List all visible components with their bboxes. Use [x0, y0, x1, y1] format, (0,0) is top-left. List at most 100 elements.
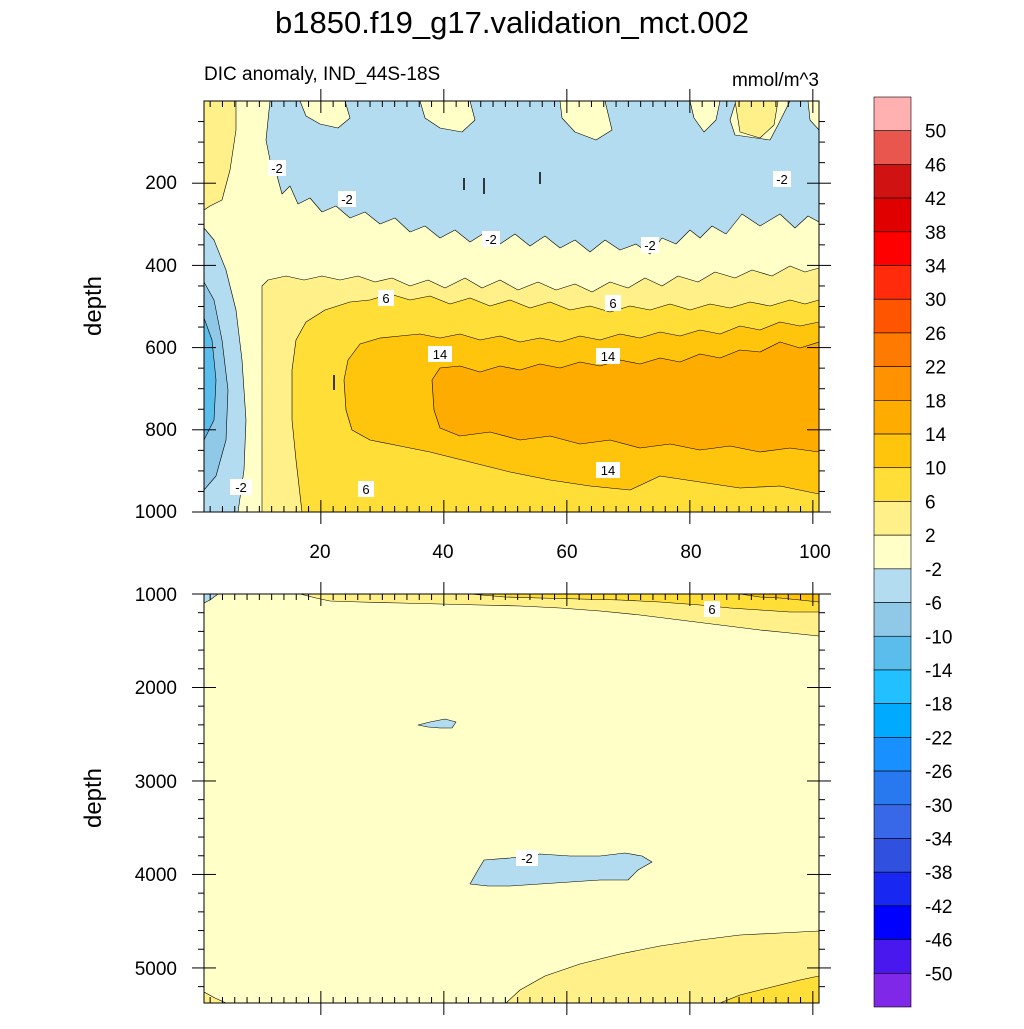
xtick: 20	[309, 542, 330, 563]
contour-label: 6	[609, 296, 616, 311]
contour-label: 14	[433, 347, 447, 362]
contour-label: -2	[485, 232, 497, 247]
upper-ytick: 800	[145, 420, 177, 441]
colorbar-label: -14	[925, 661, 953, 682]
lower-ytick: 3000	[135, 772, 177, 793]
fill-level-10-14	[739, 594, 819, 603]
colorbar-label: 2	[925, 526, 936, 547]
units-label: mmol/m^3	[732, 70, 819, 91]
contour-label: -2	[271, 161, 283, 176]
xtick: 40	[432, 542, 453, 563]
upper-ytick: 600	[145, 338, 177, 359]
fill-island	[734, 101, 779, 139]
contour-label: 14	[601, 463, 615, 478]
colorbar-swatch	[873, 737, 912, 772]
colorbar-label: 30	[925, 290, 946, 311]
colorbar-label: -26	[925, 762, 952, 783]
colorbar-swatch	[873, 703, 912, 738]
contour-label: -2	[235, 480, 247, 495]
lower-plot-frame	[203, 593, 820, 1004]
upper-ylabel: depth	[80, 276, 107, 336]
fill-island	[417, 718, 457, 729]
colorbar-label: -18	[925, 695, 952, 716]
colorbar-swatch	[873, 905, 912, 940]
fill-island	[559, 101, 613, 141]
lower-contour-labels: 6 -2	[516, 601, 720, 866]
xtick: 100	[799, 542, 831, 563]
colorbar-label: 34	[925, 257, 947, 278]
colorbar-swatch	[873, 602, 912, 637]
colorbar-swatch	[873, 265, 912, 300]
colorbar-label: -6	[925, 594, 942, 615]
colorbar-swatch	[873, 838, 912, 873]
fill-level-neg6-neg2	[469, 852, 653, 887]
fill-level-neg2-2	[204, 594, 819, 1003]
colorbar-label: 46	[925, 155, 946, 176]
colorbar-label: 26	[925, 324, 946, 345]
colorbar-swatch	[873, 568, 912, 603]
lower-panel: depth 1000 2000 3000 4000 5000 6 -2	[80, 582, 831, 1015]
colorbar-label: 50	[925, 122, 946, 143]
colorbar-swatch	[873, 770, 912, 806]
colorbar-label: -42	[925, 897, 952, 918]
fill-island	[689, 101, 721, 133]
chart-subtitle: DIC anomaly, IND_44S-18S	[204, 64, 440, 85]
upper-ytick: 1000	[135, 502, 177, 523]
fill-level-neg6-neg2	[265, 101, 819, 255]
lower-ylabel: depth	[80, 768, 107, 828]
colorbar-label: -22	[925, 728, 952, 749]
colorbar-label: -50	[925, 964, 952, 985]
colorbar-swatch	[873, 871, 912, 907]
colorbar-swatch	[873, 231, 912, 266]
colorbar-label: -34	[925, 829, 953, 850]
colorbar-label: 18	[925, 391, 946, 412]
upper-ytick: 400	[145, 256, 177, 277]
colorbar-label: 22	[925, 358, 946, 379]
xtick: 80	[680, 542, 701, 563]
chart-title: b1850.f19_g17.validation_mct.002	[275, 5, 749, 40]
colorbar-label: -10	[925, 627, 952, 648]
contour-label: 14	[601, 349, 615, 364]
colorbar-label: 6	[925, 492, 936, 513]
colorbar-label: -38	[925, 863, 952, 884]
colorbar-swatch	[873, 669, 912, 704]
fill-island	[299, 101, 351, 129]
colorbar-label: 38	[925, 223, 946, 244]
lower-ytick: 1000	[135, 585, 177, 606]
colorbar-swatch	[873, 467, 912, 502]
fill-level-6-10	[469, 594, 819, 613]
colorbar-label: -30	[925, 796, 952, 817]
colorbar-swatch	[873, 804, 912, 839]
colorbar-swatch	[873, 972, 912, 1008]
fill-level-2-6	[299, 594, 819, 637]
colorbar-swatch	[873, 298, 912, 334]
lower-ytick: 4000	[135, 865, 177, 886]
lower-ytick: 2000	[135, 678, 177, 699]
contour-label: -2	[341, 192, 353, 207]
upper-ytick: 200	[145, 173, 177, 194]
fill-level-6-10	[719, 975, 819, 1003]
colorbar-label: -2	[925, 560, 942, 581]
colorbar-swatch	[873, 366, 912, 401]
colorbar-swatch	[873, 534, 912, 570]
colorbar-swatch	[873, 164, 912, 199]
upper-contour-labels: -2 -2 -2 -2 -2 -2 6 6 14 14 14 6 -2	[230, 160, 791, 497]
fill-island	[419, 101, 476, 133]
fill-left-column-core	[204, 317, 217, 441]
colorbar-label: 10	[925, 459, 946, 480]
colorbar-swatch	[873, 635, 912, 671]
colorbar-label: 14	[925, 425, 947, 446]
fill-level-2-6	[204, 991, 227, 1003]
colorbar-swatch	[873, 197, 912, 233]
colorbar-swatch	[873, 332, 912, 367]
colorbar-label: -46	[925, 931, 952, 952]
colorbar-label: 42	[925, 189, 946, 210]
contour-label: 6	[382, 291, 389, 306]
contour-label: 6	[708, 602, 715, 617]
xtick: 60	[556, 542, 577, 563]
colorbar-swatch	[873, 433, 912, 469]
lower-ticks	[192, 582, 831, 1015]
fill-level-2-6	[505, 930, 819, 1003]
fill-level-14-18	[431, 341, 819, 453]
